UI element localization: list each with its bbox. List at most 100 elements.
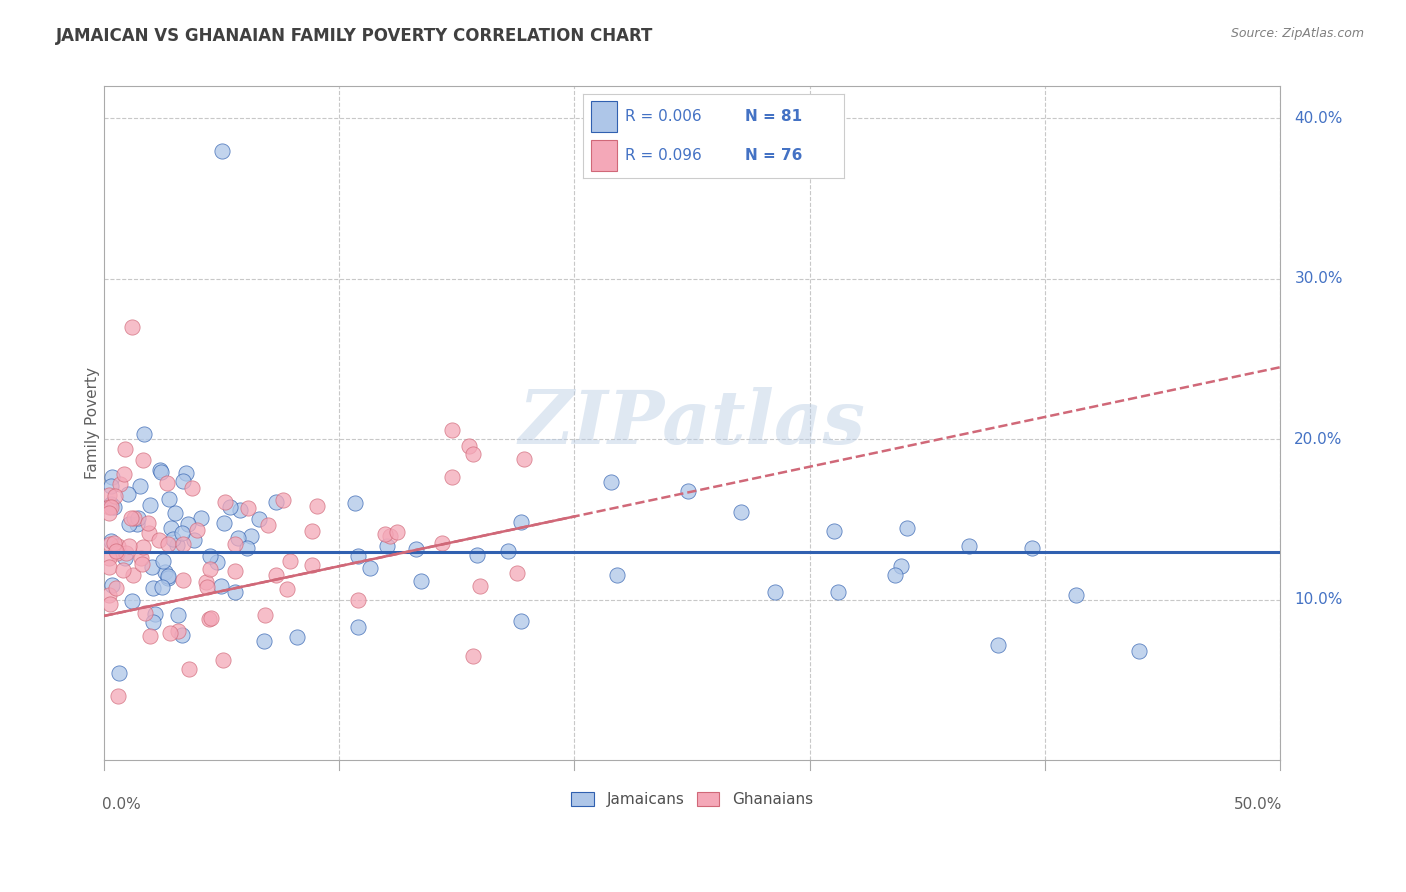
Point xyxy=(105,546,128,560)
Point xyxy=(150,580,173,594)
Point xyxy=(301,524,323,538)
Point xyxy=(827,585,849,599)
Point xyxy=(463,649,485,664)
Point xyxy=(129,550,152,565)
Point xyxy=(264,568,287,582)
Point xyxy=(211,144,233,158)
Point xyxy=(823,524,845,539)
Point xyxy=(890,559,912,574)
Point xyxy=(166,539,188,553)
Point xyxy=(359,561,381,575)
Point xyxy=(600,475,623,489)
Text: N = 76: N = 76 xyxy=(745,148,803,163)
Point xyxy=(127,511,149,525)
Point xyxy=(896,521,918,535)
Text: 30.0%: 30.0% xyxy=(1295,271,1343,286)
Point xyxy=(172,627,194,641)
Point xyxy=(198,562,221,576)
Point xyxy=(143,607,166,622)
Point xyxy=(165,507,187,521)
Point xyxy=(166,607,188,622)
Point xyxy=(375,540,398,554)
Point xyxy=(253,608,276,623)
Point xyxy=(194,575,217,590)
Text: 10.0%: 10.0% xyxy=(1295,592,1343,607)
Point xyxy=(513,452,536,467)
Point xyxy=(103,500,125,515)
Point xyxy=(209,579,232,593)
Point xyxy=(114,442,136,456)
Point xyxy=(152,554,174,568)
Point xyxy=(285,631,308,645)
Point xyxy=(157,491,180,506)
Point xyxy=(97,500,120,514)
Point xyxy=(273,492,295,507)
Point xyxy=(121,594,143,608)
Point xyxy=(103,489,125,503)
Point xyxy=(101,578,124,592)
Point xyxy=(470,579,492,593)
Point xyxy=(266,494,288,508)
Point xyxy=(200,549,222,563)
Point xyxy=(374,527,396,541)
Point xyxy=(156,570,179,584)
Point xyxy=(139,498,162,512)
Point xyxy=(100,497,122,511)
Text: R = 0.006: R = 0.006 xyxy=(626,109,702,124)
Point xyxy=(183,533,205,547)
Point xyxy=(467,549,489,563)
Point xyxy=(214,516,236,530)
Point xyxy=(186,523,208,537)
Bar xyxy=(592,140,617,170)
Point xyxy=(172,537,194,551)
Point xyxy=(496,544,519,558)
Point xyxy=(142,581,165,595)
Point xyxy=(765,584,787,599)
Point xyxy=(509,516,531,530)
Point xyxy=(276,582,298,597)
Point xyxy=(461,447,484,461)
Point xyxy=(159,626,181,640)
Point xyxy=(432,536,454,550)
Point xyxy=(97,588,120,602)
Point xyxy=(228,531,250,545)
Point xyxy=(200,610,222,624)
Point xyxy=(195,581,218,595)
Point xyxy=(884,567,907,582)
Point xyxy=(139,629,162,643)
Point xyxy=(676,483,699,498)
Point xyxy=(509,615,531,629)
Text: 50.0%: 50.0% xyxy=(1234,797,1282,813)
Point xyxy=(104,582,127,596)
Text: 20.0%: 20.0% xyxy=(1295,432,1343,447)
Text: 40.0%: 40.0% xyxy=(1295,111,1343,126)
Bar xyxy=(592,102,617,132)
Point xyxy=(405,542,427,557)
Point xyxy=(149,465,172,479)
Point xyxy=(162,532,184,546)
Point xyxy=(121,320,143,334)
Point xyxy=(125,516,148,531)
Text: R = 0.096: R = 0.096 xyxy=(626,148,702,163)
Point xyxy=(117,539,139,553)
Point xyxy=(236,500,259,515)
Point xyxy=(190,510,212,524)
Point xyxy=(132,426,155,441)
Point xyxy=(606,567,628,582)
Point xyxy=(207,555,229,569)
Point xyxy=(346,620,368,634)
Point xyxy=(1128,644,1150,658)
Point xyxy=(441,470,464,484)
Point xyxy=(174,466,197,480)
Point xyxy=(108,665,131,680)
Point xyxy=(378,529,401,543)
Point xyxy=(97,506,120,520)
Point xyxy=(1064,588,1087,602)
Point xyxy=(387,524,409,539)
Point xyxy=(957,540,980,554)
Point xyxy=(172,574,194,588)
Point xyxy=(114,550,136,565)
Point xyxy=(229,503,252,517)
Text: ZIPatlas: ZIPatlas xyxy=(519,387,866,459)
Point xyxy=(103,535,125,549)
